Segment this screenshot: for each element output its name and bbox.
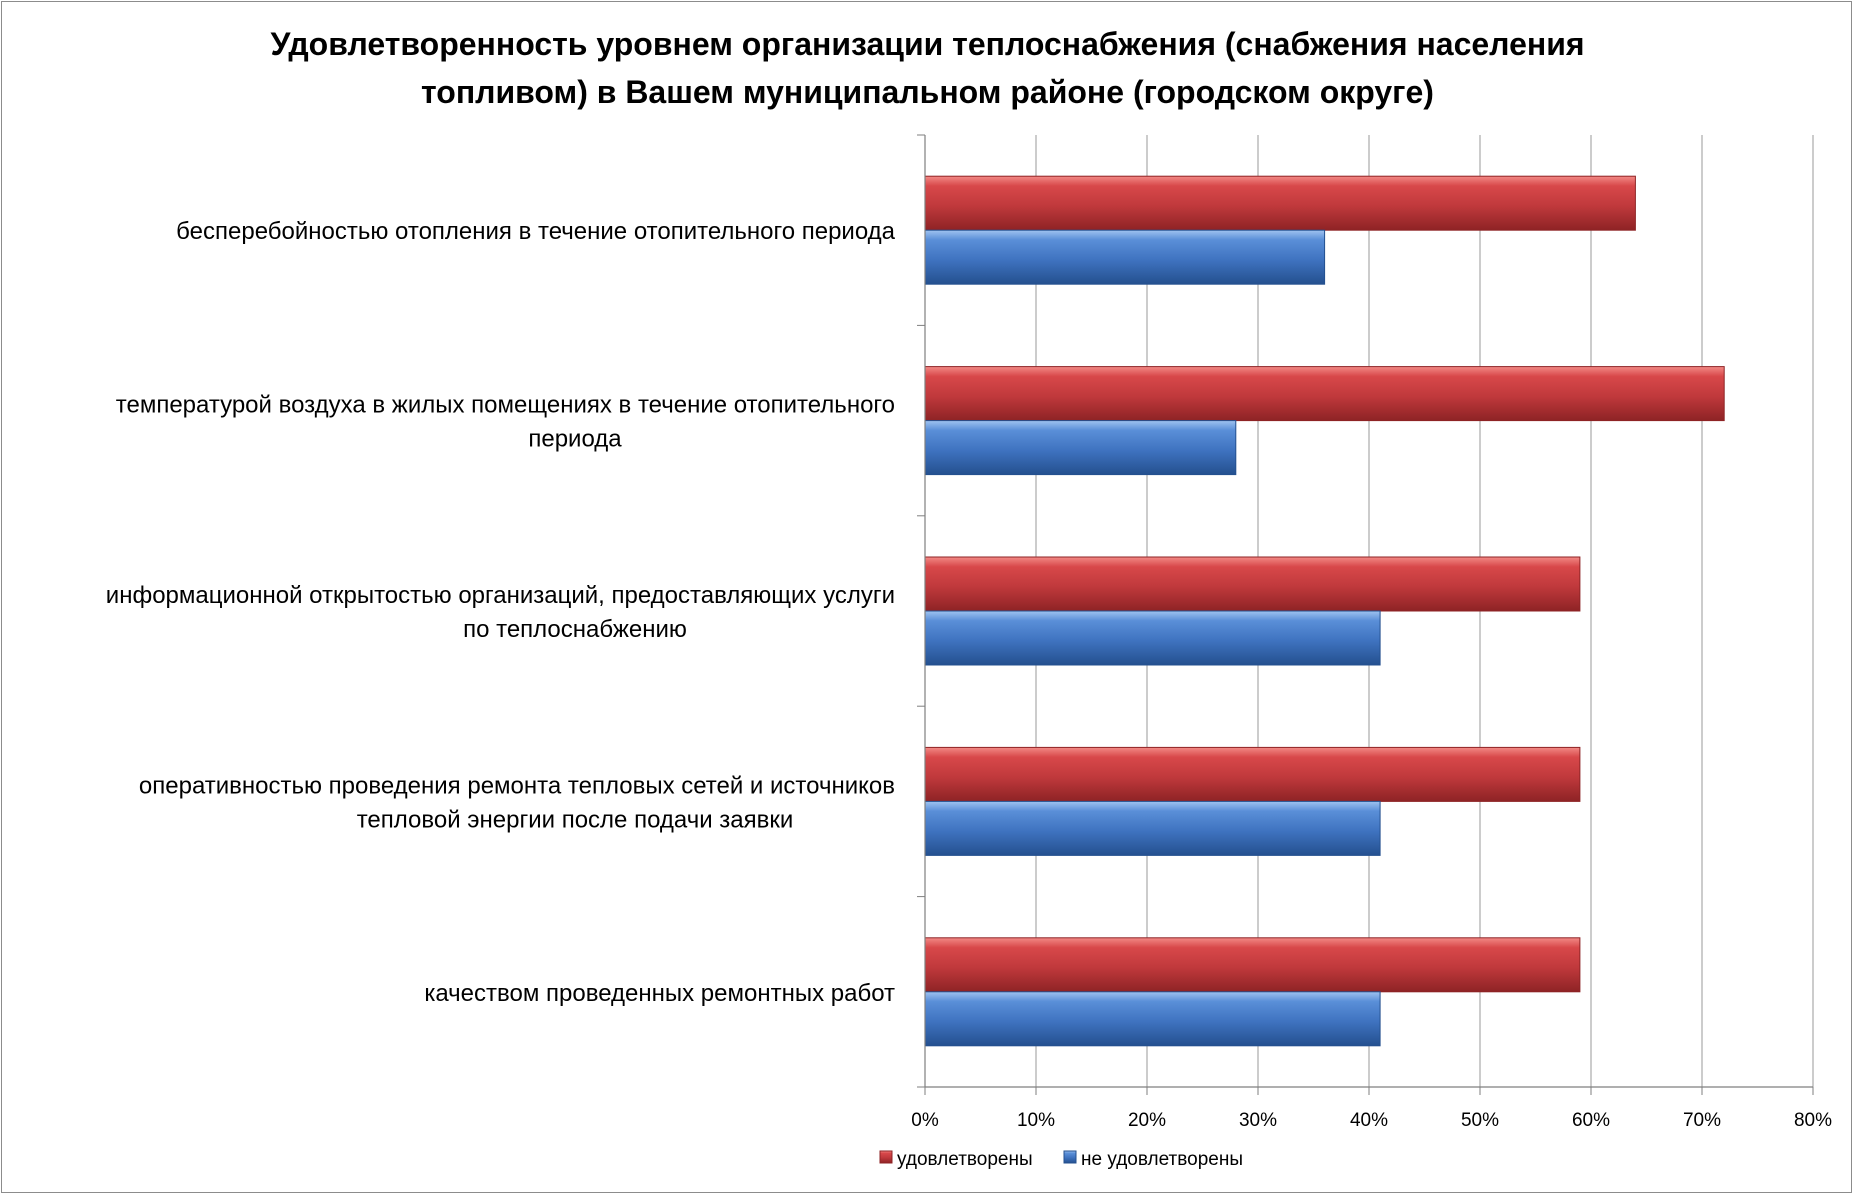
chart-title: Удовлетворенность уровнем организации те… (0, 20, 1855, 116)
bar-satisfied (924, 937, 1581, 993)
x-tick-label: 40% (1350, 1110, 1388, 1131)
bar-satisfied (924, 175, 1636, 231)
bar-not-satisfied (924, 991, 1381, 1047)
category-label: информационной открытостью организаций, … (106, 582, 895, 609)
category-labels: бесперебойностью отопления в течение ото… (106, 218, 896, 1007)
legend: удовлетворены не удовлетворены (879, 1149, 1243, 1170)
legend-item-satisfied-swatch (879, 1150, 893, 1164)
x-tick-label: 50% (1461, 1110, 1499, 1131)
bar-satisfied (924, 556, 1581, 612)
category-label: качеством проведенных ремонтных работ (424, 980, 895, 1007)
bar-satisfied (924, 366, 1725, 422)
category-label: периода (528, 426, 622, 453)
legend-item-not-satisfied-label: не удовлетворены (1081, 1149, 1243, 1170)
legend-item-not-satisfied-swatch (1063, 1150, 1077, 1164)
bar-not-satisfied (924, 800, 1381, 856)
x-tick-label: 10% (1017, 1110, 1055, 1131)
chart-title-line-1: Удовлетворенность уровнем организации те… (270, 26, 1585, 62)
bars (924, 175, 1725, 1047)
category-label: оперативностью проведения ремонта теплов… (139, 772, 895, 799)
bar-satisfied (924, 746, 1581, 802)
category-label: по теплоснабжению (463, 616, 687, 643)
x-tick-label: 60% (1572, 1110, 1610, 1131)
x-tick-label: 0% (911, 1110, 939, 1131)
category-label: температурой воздуха в жилых помещениях … (116, 392, 895, 419)
legend-item-satisfied-label: удовлетворены (897, 1149, 1033, 1170)
x-tick-label: 20% (1128, 1110, 1166, 1131)
category-label: тепловой энергии после подачи заявки (357, 806, 794, 833)
x-tick-label: 30% (1239, 1110, 1277, 1131)
category-label: бесперебойностью отопления в течение ото… (176, 218, 895, 245)
chart-title-line-2: топливом) в Вашем муниципальном районе (… (421, 74, 1434, 110)
x-tick-label: 80% (1794, 1110, 1832, 1131)
bar-not-satisfied (924, 610, 1381, 666)
bar-not-satisfied (924, 229, 1326, 285)
axes: 0% 10% 20% 30% 40% 50% 60% 70% 80% (911, 134, 1832, 1131)
bar-not-satisfied (924, 420, 1237, 476)
x-tick-label: 70% (1683, 1110, 1721, 1131)
